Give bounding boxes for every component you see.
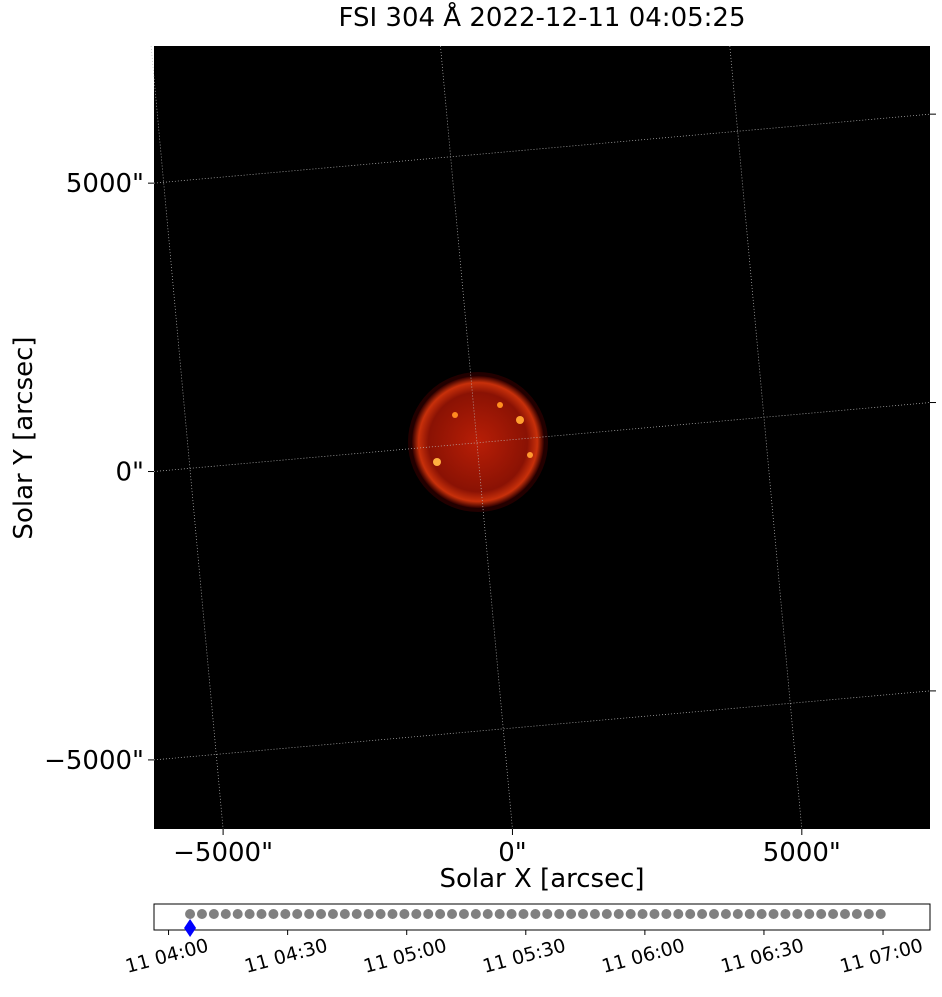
time-point xyxy=(220,909,231,919)
grid-line xyxy=(150,45,224,830)
time-point xyxy=(423,909,434,919)
time-point xyxy=(244,909,255,919)
time-point xyxy=(756,909,767,919)
time-point xyxy=(851,909,862,919)
time-point xyxy=(720,909,731,919)
time-point xyxy=(256,909,267,919)
time-point xyxy=(482,909,493,919)
time-point xyxy=(506,909,517,919)
time-point xyxy=(292,909,303,919)
time-point xyxy=(673,909,684,919)
grid-line xyxy=(153,113,931,184)
grid-line xyxy=(153,402,931,472)
time-point xyxy=(375,909,386,919)
time-point xyxy=(780,909,791,919)
y-tick-label: 5000" xyxy=(66,169,144,199)
time-point xyxy=(839,909,850,919)
time-point xyxy=(804,909,815,919)
time-point xyxy=(768,909,779,919)
timeline-frame xyxy=(153,903,931,931)
grid-line xyxy=(440,45,513,830)
grid-line xyxy=(729,45,803,830)
time-point xyxy=(232,909,243,919)
x-tick-label: 11 06:30 xyxy=(719,935,807,978)
time-point xyxy=(363,909,374,919)
time-point xyxy=(327,909,338,919)
time-point xyxy=(625,909,636,919)
x-axis-label: Solar X [arcsec] xyxy=(439,864,644,894)
time-point xyxy=(685,909,696,919)
time-point xyxy=(518,909,529,919)
time-point xyxy=(709,909,720,919)
time-point xyxy=(828,909,839,919)
time-point xyxy=(316,909,327,919)
x-tick-label: 11 05:00 xyxy=(361,935,449,978)
time-point xyxy=(601,909,612,919)
time-point xyxy=(494,909,505,919)
x-tick-label: 11 04:00 xyxy=(123,935,211,978)
time-point xyxy=(649,909,660,919)
time-point xyxy=(816,909,827,919)
time-point xyxy=(196,909,207,919)
x-tick-label: 0" xyxy=(498,838,527,868)
time-point xyxy=(792,909,803,919)
time-point xyxy=(387,909,398,919)
time-point xyxy=(863,909,874,919)
time-point xyxy=(661,909,672,919)
time-point xyxy=(530,909,541,919)
grid-line xyxy=(153,690,931,761)
time-point xyxy=(566,909,577,919)
chart-title: FSI 304 Å 2022-12-11 04:05:25 xyxy=(338,1,745,33)
x-tick-label: −5000" xyxy=(173,838,273,868)
time-point xyxy=(458,909,469,919)
y-tick-label: 0" xyxy=(115,458,144,488)
time-point xyxy=(185,909,196,919)
time-point xyxy=(697,909,708,919)
y-axis-label: Solar Y [arcsec] xyxy=(9,336,39,539)
time-point xyxy=(280,909,291,919)
x-tick-label: 11 05:30 xyxy=(480,935,568,978)
time-point xyxy=(435,909,446,919)
time-point xyxy=(470,909,481,919)
time-point xyxy=(554,909,565,919)
time-point xyxy=(399,909,410,919)
time-point xyxy=(542,909,553,919)
current-time-marker xyxy=(184,919,197,937)
sun-disk xyxy=(408,372,548,512)
time-point xyxy=(304,909,315,919)
time-point xyxy=(411,909,422,919)
time-point xyxy=(613,909,624,919)
time-point xyxy=(637,909,648,919)
time-point xyxy=(339,909,350,919)
time-point xyxy=(208,909,219,919)
y-tick-label: −5000" xyxy=(44,746,144,776)
x-tick-label: 11 07:00 xyxy=(838,935,926,978)
time-point xyxy=(578,909,589,919)
x-tick-label: 5000" xyxy=(763,838,841,868)
time-point xyxy=(589,909,600,919)
time-point xyxy=(732,909,743,919)
x-tick-label: 11 06:00 xyxy=(599,935,687,978)
time-point xyxy=(351,909,362,919)
time-point xyxy=(875,909,886,919)
time-point xyxy=(744,909,755,919)
x-tick-label: 11 04:30 xyxy=(242,935,330,978)
time-point xyxy=(447,909,458,919)
time-point xyxy=(268,909,279,919)
